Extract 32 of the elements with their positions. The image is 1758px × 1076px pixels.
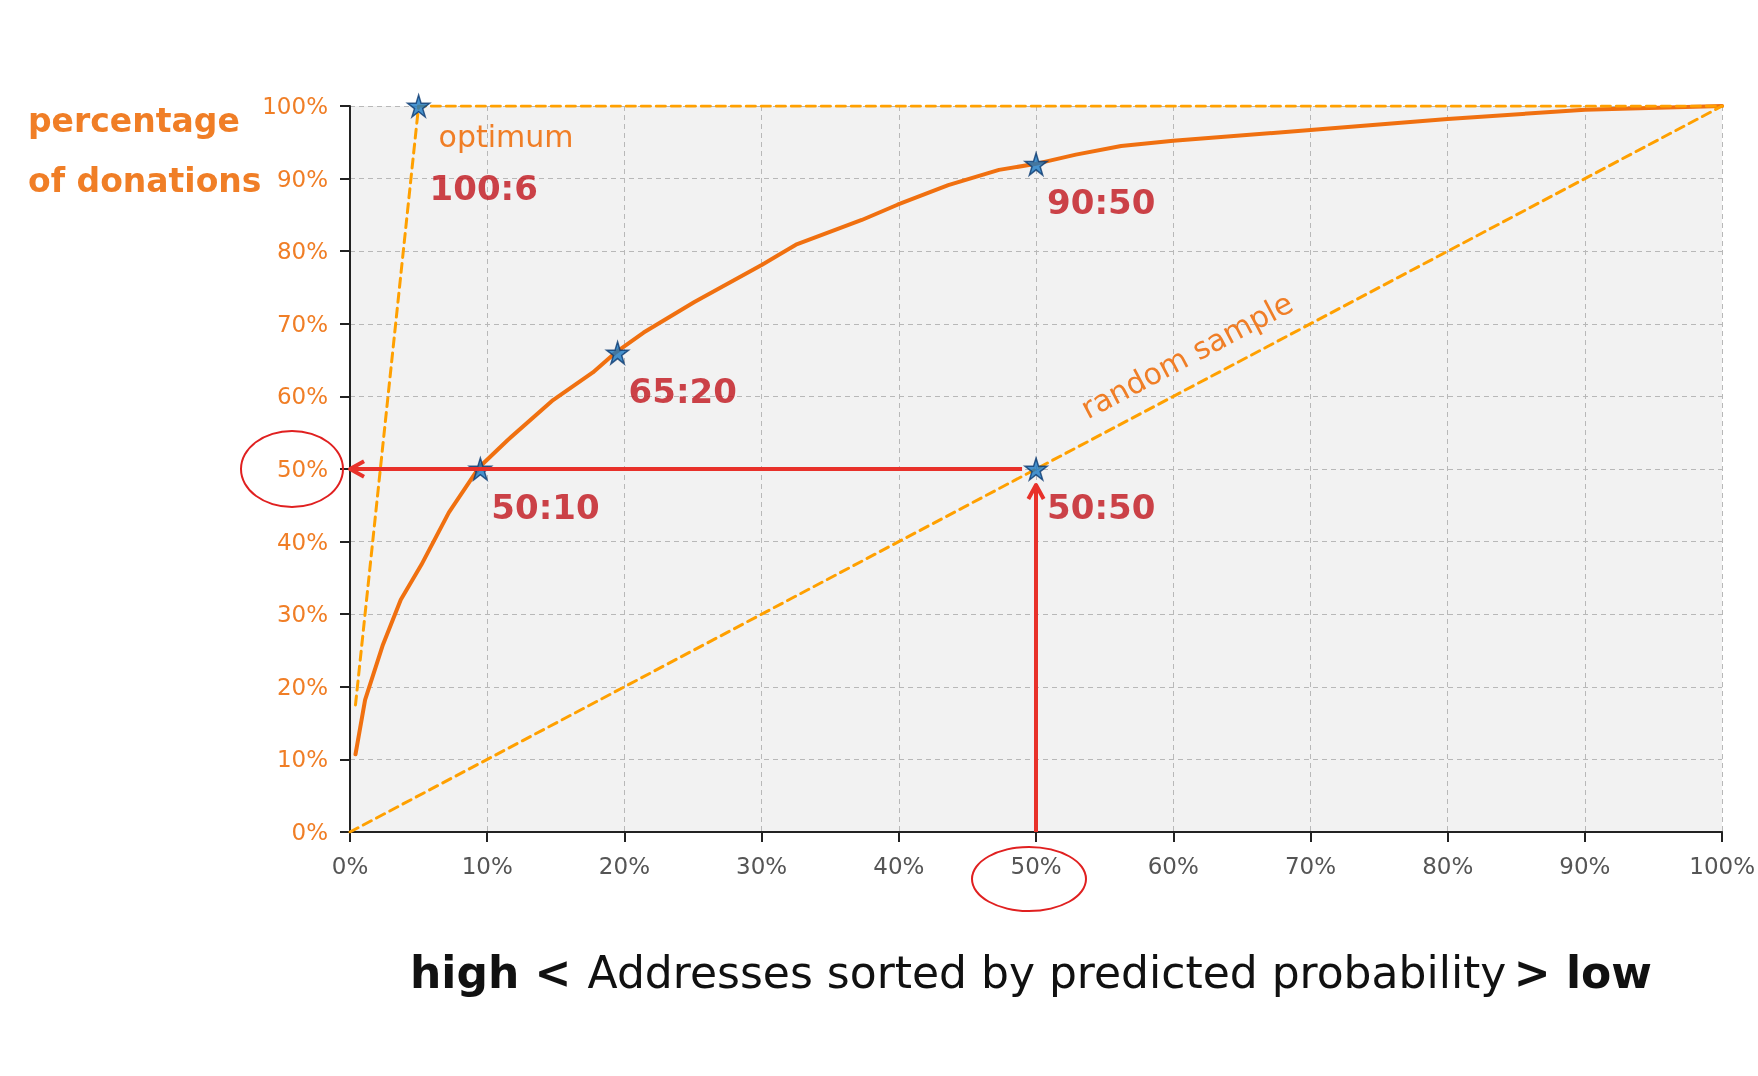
x-tick-label: 70%	[1284, 852, 1337, 879]
y-tick-label: 70%	[276, 310, 328, 337]
x-tick-label: 40%	[873, 852, 925, 879]
y-tick-label: 60%	[276, 383, 328, 410]
x-tick-label: 100%	[1689, 852, 1756, 879]
annotation: 100:6	[429, 168, 538, 208]
x-tick-label: 80%	[1422, 852, 1474, 879]
series-label: optimum	[438, 118, 574, 154]
annotation: 65:20	[628, 370, 737, 411]
annotation: 90:50	[1047, 182, 1156, 223]
y-tick-label: 20%	[276, 673, 328, 700]
annotation: 50:50	[1047, 487, 1156, 527]
y-axis-title: percentage of donations	[28, 100, 262, 200]
y-tick-label: 30%	[276, 601, 328, 628]
x-tick-label: 30%	[736, 852, 788, 879]
x-tick-label: 20%	[598, 852, 650, 879]
y-tick-label: 80%	[276, 238, 328, 265]
y-tick-label: 50%	[276, 456, 328, 482]
x-tick-label: 60%	[1147, 852, 1199, 879]
x-tick-label: 0%	[331, 852, 369, 879]
y-tick-label: 40%	[276, 528, 328, 555]
y-tick-label: 0%	[291, 819, 328, 845]
text: high <	[410, 946, 572, 998]
y-tick-label: 100%	[262, 93, 328, 119]
x-tick-label: 50%	[1010, 852, 1062, 879]
x-tick-label: 10%	[461, 852, 513, 879]
text: > low	[1513, 946, 1652, 998]
y-tick-label: 90%	[276, 165, 328, 192]
x-axis-title: Addresses sorted by predicted probability	[587, 946, 1507, 998]
y-tick-label: 10%	[276, 746, 328, 773]
x-tick-label: 90%	[1559, 852, 1611, 879]
annotation: 50:10	[491, 487, 600, 527]
